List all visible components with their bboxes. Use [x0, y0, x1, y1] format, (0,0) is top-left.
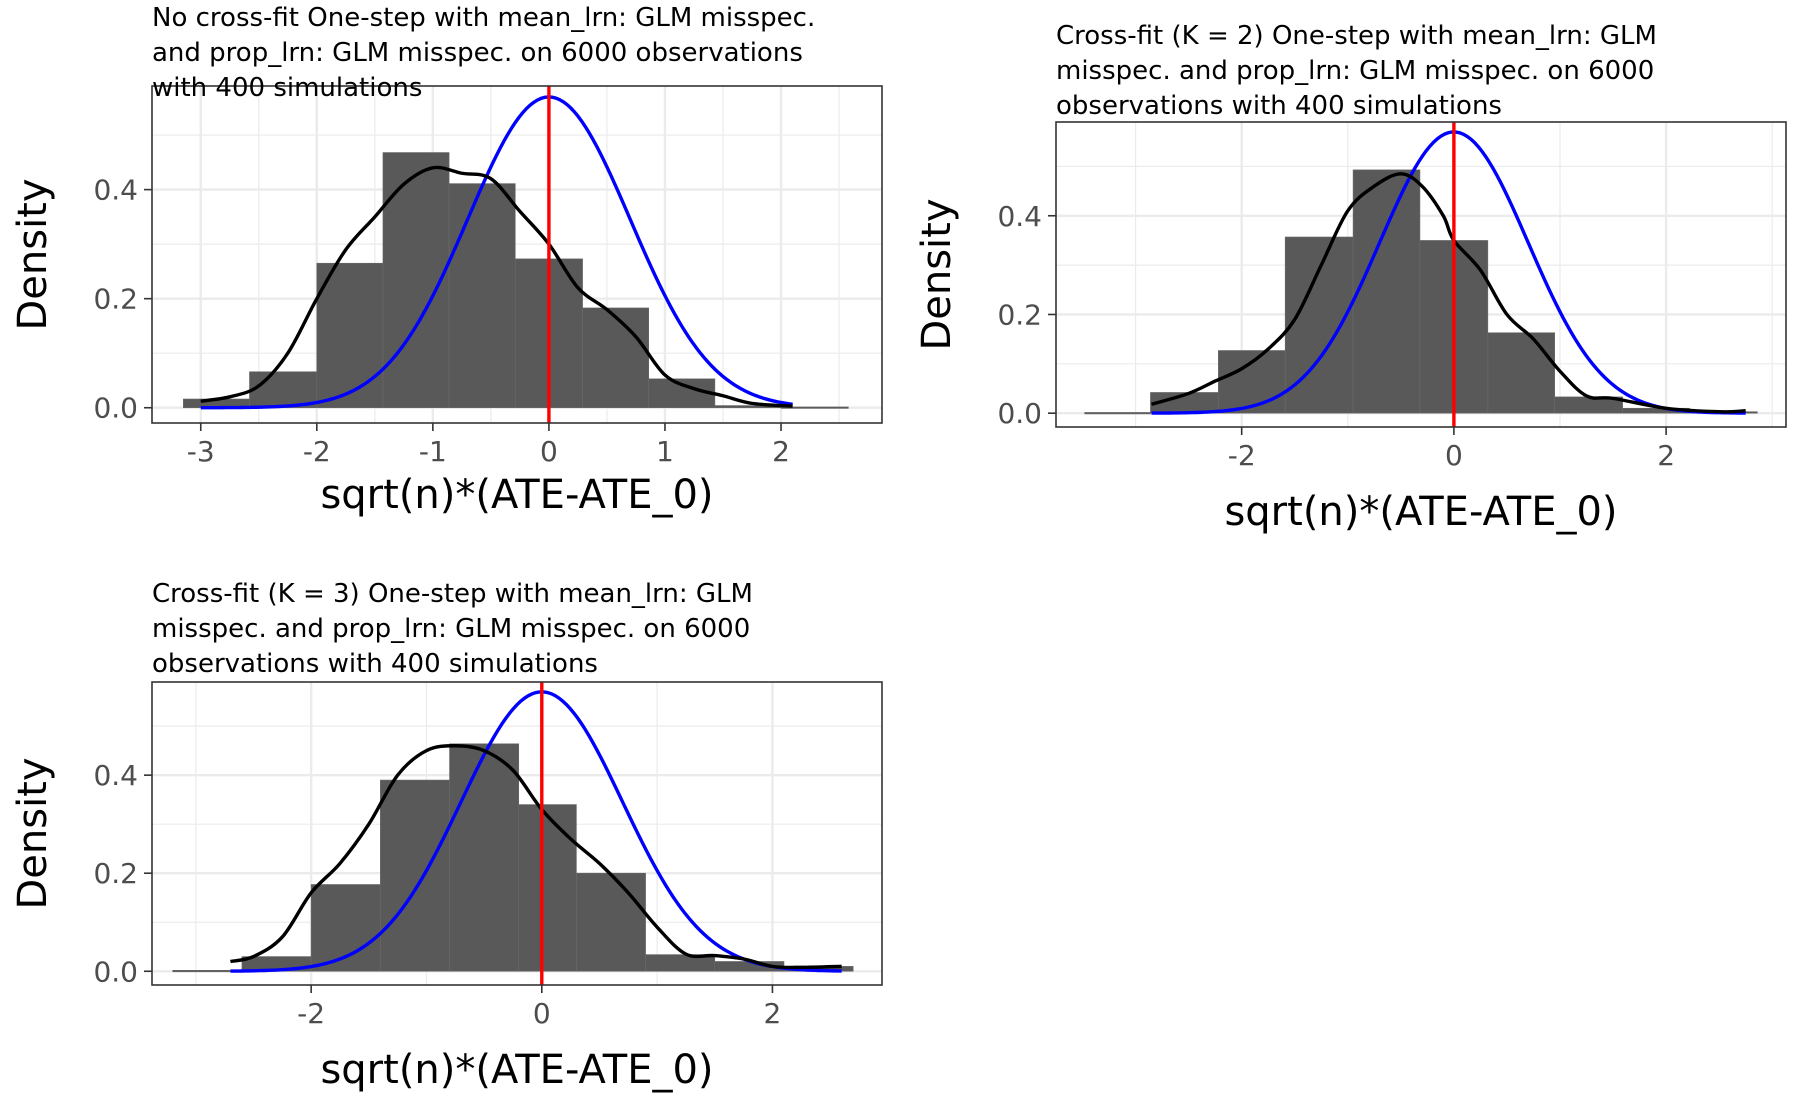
chart-panel-2: -2 0 2 0.0 0.2 0.4 sqrt(n)*(ATE-ATE_0) Density C…	[914, 21, 1787, 535]
x-tick-label: 2	[1657, 439, 1675, 472]
x-tick-label: 0	[540, 435, 558, 468]
histogram-bar	[449, 743, 520, 972]
y-tick-label: 0.2	[93, 857, 138, 890]
empirical-density-line	[230, 744, 842, 970]
empirical-density-line	[1151, 172, 1746, 414]
chart-title-line: with 400 simulations	[152, 73, 422, 103]
chart-title-line: misspec. and prop_lrn: GLM misspec. on 6…	[1056, 56, 1654, 86]
x-axis-title: sqrt(n)*(ATE-ATE_0)	[320, 472, 713, 518]
y-axis-title: Density	[10, 757, 56, 909]
chart-panel-3: -2 0 2 0.0 0.2 0.4 sqrt(n)*(ATE-ATE_0) Density C…	[10, 579, 883, 1093]
y-tick-label: 0.0	[93, 392, 138, 425]
panel-border	[1055, 121, 1787, 428]
y-tick-label: 0.0	[997, 397, 1042, 430]
panel-border	[151, 681, 883, 986]
histogram-bar	[249, 371, 318, 409]
panel-border	[151, 85, 883, 424]
chart-panel-1: -3 -2 -1 0 1 2 0.0 0.2 0.4 sqrt(n)*(ATE-ATE_0) Den…	[10, 3, 883, 518]
x-tick-label: -2	[303, 435, 331, 468]
x-tick-label: -2	[1228, 439, 1256, 472]
chart-title-line: and prop_lrn: GLM misspec. on 6000 obser…	[152, 38, 803, 68]
chart-title-line: Cross-fit (K = 2) One-step with mean_lrn…	[1056, 21, 1657, 51]
histogram-bar	[1284, 236, 1354, 414]
histogram-bar	[448, 183, 516, 409]
chart-title-line: misspec. and prop_lrn: GLM misspec. on 6…	[152, 614, 750, 644]
histogram-bar	[1352, 169, 1421, 414]
y-tick-label: 0.2	[997, 298, 1042, 331]
chart-title-line: Cross-fit (K = 3) One-step with mean_lrn…	[152, 579, 753, 609]
histogram-bar	[582, 307, 650, 409]
chart-title-line: No cross-fit One-step with mean_lrn: GLM…	[152, 3, 815, 33]
histogram-bar	[316, 262, 384, 409]
histogram-bar	[380, 779, 450, 972]
x-tick-label: -3	[187, 435, 215, 468]
x-tick-label: 1	[656, 435, 674, 468]
y-tick-label: 0.4	[93, 174, 138, 207]
histogram-bar	[518, 804, 577, 972]
y-axis-title: Density	[914, 198, 960, 350]
histogram-bar	[576, 872, 646, 972]
x-tick-label: 2	[764, 997, 782, 1030]
y-axis-title: Density	[10, 178, 56, 330]
chart-title-line: observations with 400 simulations	[1056, 91, 1502, 121]
x-tick-label: -2	[297, 997, 325, 1030]
histogram-bar	[1487, 332, 1555, 414]
x-tick-label: 0	[1445, 439, 1463, 472]
empirical-density-line	[200, 165, 793, 408]
x-axis-title: sqrt(n)*(ATE-ATE_0)	[1224, 489, 1617, 535]
y-tick-label: 0.4	[997, 200, 1042, 233]
normal-density-line	[200, 95, 793, 410]
y-tick-label: 0.0	[93, 955, 138, 988]
x-tick-label: 0	[533, 997, 551, 1030]
chart-title-line: observations with 400 simulations	[152, 649, 598, 679]
x-tick-label: -1	[419, 435, 447, 468]
histogram-bar	[1084, 412, 1151, 415]
x-axis-title: sqrt(n)*(ATE-ATE_0)	[320, 1047, 713, 1093]
x-tick-label: 2	[772, 435, 790, 468]
histogram-bar	[780, 406, 849, 409]
y-tick-label: 0.2	[93, 283, 138, 316]
histogram-bar	[1218, 350, 1286, 414]
y-tick-label: 0.4	[93, 759, 138, 792]
